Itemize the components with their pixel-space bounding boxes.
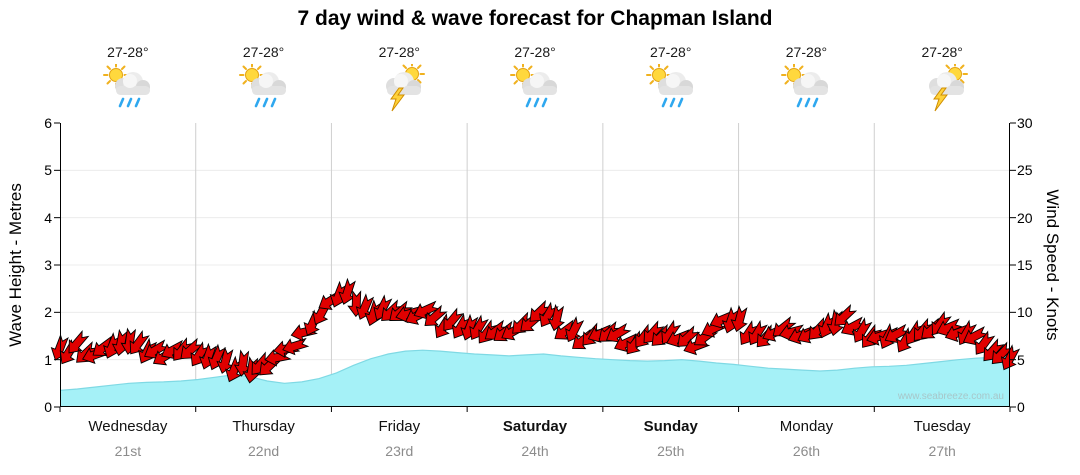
date-label: 27th	[928, 443, 956, 459]
wave-axis-tick-label: 3	[44, 257, 52, 273]
date-label: 25th	[657, 443, 685, 459]
sun-cloud-rain-icon-graphic	[645, 64, 693, 108]
storm-icon	[874, 62, 1010, 116]
storm-icon-graphic	[929, 64, 969, 112]
temperature-label: 27-28°	[514, 44, 556, 60]
sun-cloud-rain-icon-graphic	[510, 64, 558, 108]
date-label: 24th	[521, 443, 549, 459]
day-label: Wednesday	[88, 418, 168, 435]
wave-axis-tick-label: 2	[44, 304, 52, 321]
sun-cloud-rain-icon	[196, 62, 332, 116]
day-label: Friday	[378, 418, 421, 435]
wave-axis-tick-label: 4	[44, 209, 52, 226]
date-label: 22nd	[248, 443, 280, 459]
wind-axis-tick-label: 30	[1017, 115, 1033, 131]
storm-icon-graphic	[386, 64, 426, 112]
sun-cloud-rain-icon	[60, 62, 196, 116]
wave-axis-tick-label: 1	[44, 351, 52, 368]
wind-axis-tick-label: 15	[1017, 257, 1033, 273]
day-label: Monday	[779, 418, 834, 435]
watermark: www.seabreeze.com.au	[897, 391, 1004, 402]
date-label: 23rd	[385, 443, 414, 459]
sun-cloud-rain-icon	[603, 62, 739, 116]
sun-cloud-rain-icon	[739, 62, 875, 116]
day-label: Tuesday	[913, 418, 971, 435]
wave-axis-tick-label: 0	[44, 399, 52, 415]
temperature-label: 27-28°	[921, 44, 963, 60]
date-label-row: 21st 22nd 23rd 24th 25th 26th 27th	[60, 443, 1010, 459]
date-label: 21st	[114, 443, 142, 459]
weather-icon-row	[60, 62, 1010, 116]
wind-arrows	[50, 277, 1021, 384]
temperature-label: 27-28°	[242, 44, 285, 60]
wind-axis-tick-label: 5	[1017, 351, 1025, 368]
chart-canvas	[50, 122, 1021, 412]
wave-axis-tick-label: 6	[44, 115, 52, 131]
day-label: Sunday	[643, 418, 698, 435]
chart-plot-area: www.seabreeze.com.au	[50, 122, 1021, 412]
storm-icon	[331, 62, 467, 116]
wave-axis-tick-label: 5	[44, 162, 52, 179]
sun-cloud-rain-icon	[467, 62, 603, 116]
temperature-label: 27-28°	[378, 44, 420, 60]
sun-cloud-rain-icon-graphic	[238, 64, 286, 108]
sun-cloud-rain-icon-graphic	[781, 64, 829, 108]
temperature-label: 27-28°	[107, 44, 149, 60]
wind-axis-tick-label: 20	[1017, 209, 1033, 226]
day-label: Saturday	[502, 418, 568, 435]
wind-axis-tick-label: 10	[1017, 304, 1033, 321]
day-label: Thursday	[232, 418, 295, 435]
temperature-label: 27-28°	[785, 44, 828, 60]
date-label: 26th	[792, 443, 821, 459]
wind-axis-tick-label: 25	[1017, 162, 1033, 179]
temperature-row: 27-28° 27-28° 27-28° 27-28° 27-28° 27-28° 27-2…	[60, 44, 1010, 60]
sun-cloud-rain-icon-graphic	[102, 64, 150, 108]
wind-axis-tick-label: 0	[1017, 399, 1025, 415]
temperature-label: 27-28°	[650, 44, 692, 60]
wave-height-area	[60, 350, 1010, 407]
day-label-row: Wednesday Thursday Friday Saturday Sunday Mon…	[60, 418, 1010, 435]
chart-title: 7 day wind & wave forecast for Chapman I…	[297, 7, 773, 30]
